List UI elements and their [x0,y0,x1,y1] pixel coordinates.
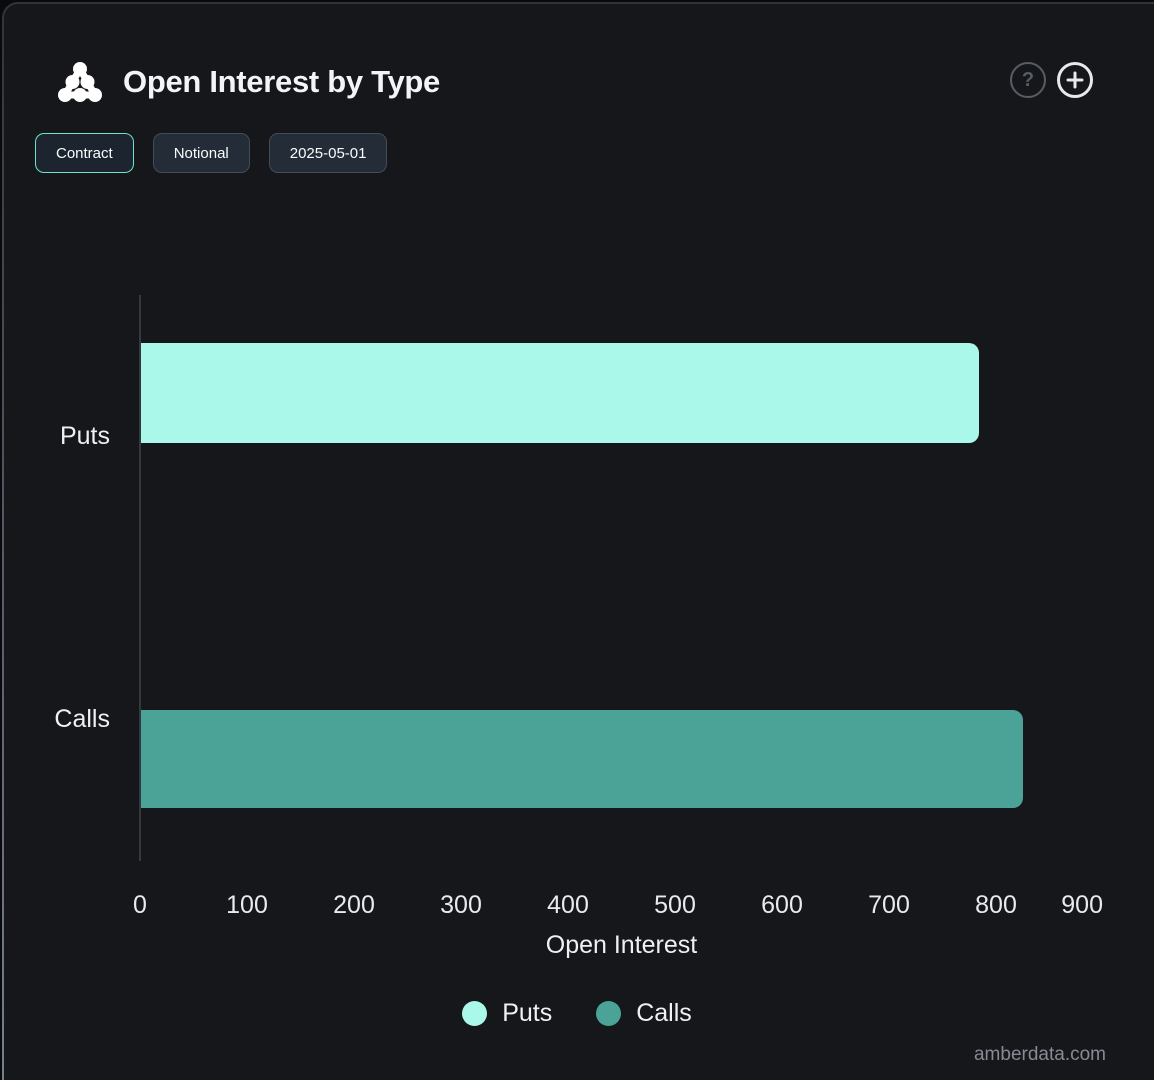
x-tick-200: 200 [333,891,375,919]
x-tick-400: 400 [547,891,589,919]
x-tick-600: 600 [761,891,803,919]
category-label-calls: Calls [54,705,110,733]
legend-dot-calls [596,1001,622,1026]
legend-item-puts[interactable]: Puts [462,999,552,1028]
x-tick-0: 0 [133,891,147,919]
x-tick-500: 500 [654,891,696,919]
help-icon[interactable]: ? [1010,62,1046,98]
legend-item-calls[interactable]: Calls [596,999,692,1028]
toolbar: Contract Notional 2025-05-01 [35,133,388,173]
x-tick-300: 300 [440,891,482,919]
plus-icon [1066,71,1084,89]
x-tick-900: 900 [1061,891,1103,919]
bar-calls[interactable] [141,710,1023,808]
legend: Puts Calls [0,999,1154,1028]
x-axis-title: Open Interest [545,931,698,959]
x-tick-800: 800 [975,891,1017,919]
help-glyph: ? [1021,68,1035,91]
legend-label: Calls [636,999,692,1027]
x-tick-100: 100 [226,891,268,919]
contract-button[interactable]: Contract [35,133,134,173]
x-tick-700: 700 [868,891,910,919]
watermark: amberdata.com [973,1044,1106,1065]
y-axis-line [139,295,141,861]
bar-puts[interactable] [141,343,979,443]
page-title: Open Interest by Type [123,64,440,99]
date-button[interactable]: 2025-05-01 [268,133,388,173]
chart-panel [4,4,1154,1080]
amberdata-logo-icon [58,62,102,102]
category-label-puts: Puts [59,422,110,450]
notional-button[interactable]: Notional [152,133,250,173]
legend-label: Puts [502,999,553,1027]
header: Open Interest by Type [55,58,440,106]
add-icon[interactable] [1057,62,1093,98]
legend-dot-puts [462,1001,488,1026]
